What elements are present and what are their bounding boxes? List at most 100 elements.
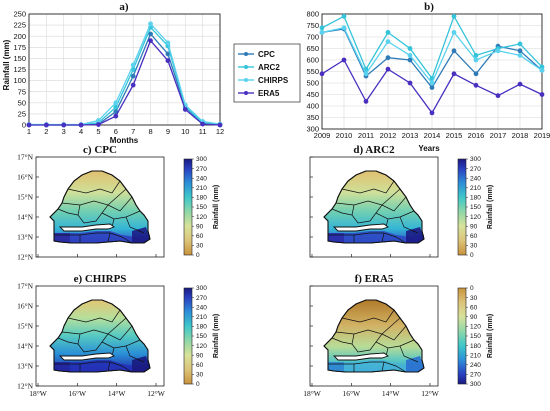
y-tick-label: 800: [306, 10, 319, 19]
colorbar: [183, 158, 193, 256]
x-tick-label: 2011: [358, 131, 374, 140]
colorbar-tick-label: 240: [470, 362, 481, 369]
colorbar: [183, 287, 193, 385]
data-point-cpc: [148, 31, 153, 37]
region-boundary: [351, 204, 383, 224]
y-tick-label: 50: [18, 98, 26, 107]
colorbar-tick-label: 240: [470, 175, 481, 182]
y-tick-label: 125: [13, 65, 26, 74]
map-panel-2: d) ARC2 0 30 60 90 120 150 180 210 240 270 300 Rainf…: [309, 144, 494, 259]
data-point-era5: [26, 122, 32, 128]
lat-tick-label: 17°N: [17, 153, 33, 162]
data-point-era5: [96, 122, 101, 127]
colorbar-tick-label: 210: [196, 314, 207, 321]
y-tick-label: 300: [306, 125, 319, 134]
plot-frame: [28, 13, 221, 126]
region-boundary: [399, 216, 419, 234]
data-point-arc2: [517, 41, 523, 47]
region-boundary: [375, 339, 415, 349]
chart-a-title: a): [119, 1, 129, 13]
data-point-era5: [539, 92, 545, 97]
y-tick-label: 25: [18, 110, 26, 119]
colorbar-tick-label: 90: [470, 314, 478, 321]
legend: CPC ARC2 CHIRPS ERA5: [233, 43, 301, 103]
chart-b-axes: 300 350 400 450 500 550 600 650 700 750 800 2009 201…: [306, 10, 550, 140]
southeast-rainfall-zone: [132, 227, 150, 243]
data-point-era5: [61, 122, 67, 128]
data-point-cpc: [451, 48, 457, 54]
data-point-chirps: [341, 25, 347, 31]
colorbar-label: Rainfall (mm): [487, 314, 494, 358]
x-tick-label: 4: [79, 127, 83, 136]
data-point-era5: [43, 122, 49, 128]
chart-b-xlabel: Years: [418, 144, 440, 153]
colorbar-label: Rainfall (mm): [213, 314, 220, 358]
x-tick-label: 2014: [424, 131, 441, 140]
y-tick-label: 700: [306, 33, 319, 42]
colorbar-tick-label: 60: [196, 233, 204, 240]
y-tick-label: 550: [306, 67, 319, 76]
southeast-rainfall-zone: [406, 356, 424, 372]
southwest-rainfall-zone: [54, 233, 70, 242]
data-point-arc2: [407, 46, 413, 51]
legend-label-era5: ERA5: [258, 89, 280, 98]
data-point-arc2: [473, 53, 479, 58]
series-line-era5: [29, 39, 221, 126]
lat-tick-label: 15°N: [17, 322, 33, 331]
colorbar-tick-label: 60: [470, 304, 478, 311]
gambia-shape: [58, 352, 115, 361]
country-border: [323, 170, 425, 244]
y-tick-label: 200: [13, 32, 26, 41]
y-tick-label: 400: [306, 102, 319, 111]
colorbar-tick-label: 240: [196, 304, 207, 311]
colorbar-tick-label: 300: [196, 156, 207, 163]
country-border: [323, 299, 425, 373]
colorbar-tick-label: 300: [470, 381, 481, 388]
colorbar-tick-label: 30: [470, 295, 478, 302]
lat-tick-label: 13°N: [17, 362, 33, 371]
colorbar-tick-label: 30: [196, 372, 204, 379]
map-title: c) CPC: [83, 144, 117, 156]
senegal-map: [323, 299, 425, 373]
legend-marker-chirps: [244, 78, 248, 82]
map-panel-3: e) CHIRPS 12°N 13°N 14°N 15°N 16°N 17°N 18°W 16°…: [17, 273, 220, 398]
legend-marker-cpc: [244, 52, 248, 56]
map-title: d) ARC2: [353, 144, 395, 156]
region-boundary: [335, 317, 401, 335]
region-boundary: [331, 337, 353, 345]
map-panel-4: f) ERA5 18°W 16°W 14°W 12°W 0 30 60 90 120 150 180 2…: [303, 273, 494, 398]
colorbar-tick-label: 0: [196, 381, 200, 388]
lat-tick-label: 14°N: [17, 213, 33, 222]
x-tick-label: 8: [148, 127, 152, 136]
lon-tick-label: 16°W: [343, 389, 361, 398]
colorbar: [457, 287, 467, 385]
x-tick-label: 2019: [534, 131, 550, 140]
senegal-map: [323, 170, 425, 244]
x-tick-label: 2012: [380, 131, 397, 140]
data-point-arc2: [113, 104, 119, 110]
country-border: [49, 299, 151, 373]
lat-tick-label: 12°N: [17, 382, 33, 391]
lon-tick-label: 12°W: [421, 389, 439, 398]
region-boundary: [54, 361, 133, 373]
data-point-cpc: [407, 57, 413, 63]
southwest-rainfall-zone: [328, 233, 344, 242]
region-boundary: [61, 188, 127, 206]
y-tick-label: 175: [13, 43, 26, 52]
colorbar-tick-label: 210: [470, 352, 481, 359]
map-title: e) CHIRPS: [74, 273, 127, 285]
data-point-era5: [495, 93, 501, 99]
data-point-era5: [182, 107, 188, 112]
chart-b-title: b): [424, 1, 434, 13]
x-tick-label: 2017: [490, 131, 507, 140]
region-boundary: [67, 309, 121, 323]
lon-tick-label: 18°W: [29, 389, 47, 398]
region-boundary: [77, 333, 109, 353]
y-tick-label: 150: [13, 54, 26, 63]
south-rainfall-zone: [54, 231, 150, 243]
data-point-chirps: [429, 80, 435, 86]
data-point-era5: [517, 81, 523, 87]
region-boundary: [67, 180, 121, 194]
